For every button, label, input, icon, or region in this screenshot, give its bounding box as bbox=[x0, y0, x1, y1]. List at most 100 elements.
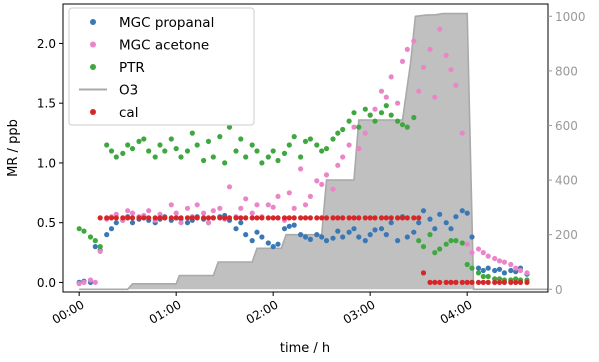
mgc-acetone-point bbox=[205, 220, 212, 226]
mgc-acetone-point bbox=[395, 100, 401, 106]
mgc-acetone-point bbox=[480, 250, 486, 256]
ptr-point bbox=[233, 148, 239, 154]
ptr-point bbox=[383, 103, 389, 109]
cal-point bbox=[378, 215, 385, 221]
o3-line bbox=[79, 12, 548, 291]
mgc-propanal-point bbox=[448, 226, 454, 232]
mgc-acetone-point bbox=[201, 210, 207, 216]
mgc-propanal-point bbox=[459, 208, 465, 214]
mgc-propanal-point bbox=[501, 270, 507, 276]
mgc-acetone-point bbox=[265, 202, 271, 208]
mgc-acetone-point bbox=[210, 208, 216, 214]
ptr-point bbox=[378, 110, 385, 116]
mgc-propanal-point bbox=[254, 229, 260, 235]
legend-label: PTR bbox=[119, 60, 145, 76]
ptr-point bbox=[194, 142, 200, 148]
cal-point bbox=[201, 215, 207, 221]
series-cal bbox=[97, 215, 530, 285]
cal-point bbox=[420, 270, 427, 276]
mgc-propanal-point bbox=[307, 236, 313, 242]
cal-point bbox=[270, 215, 276, 221]
y-tick-label: 0.0 bbox=[37, 276, 56, 290]
mgc-propanal-point bbox=[291, 222, 297, 228]
cal-point bbox=[383, 215, 389, 221]
mgc-acetone-point bbox=[173, 210, 179, 216]
ptr-point bbox=[340, 126, 346, 133]
ptr-point bbox=[259, 160, 265, 166]
mgc-propanal-point bbox=[286, 223, 292, 229]
mgc-acetone-point bbox=[388, 74, 394, 80]
cal-point bbox=[249, 215, 255, 221]
cal-point bbox=[226, 215, 233, 221]
cal-point bbox=[307, 215, 313, 221]
ptr-point bbox=[217, 134, 223, 140]
legend-box bbox=[68, 7, 255, 126]
ptr-point bbox=[395, 118, 401, 124]
cal-point bbox=[404, 215, 410, 221]
mgc-acetone-point bbox=[146, 208, 152, 214]
mgc-propanal-point bbox=[395, 238, 401, 244]
cal-point bbox=[298, 215, 304, 221]
points-layer bbox=[76, 26, 530, 287]
ptr-point bbox=[356, 124, 362, 130]
ptr-point bbox=[125, 142, 131, 148]
mgc-propanal-point bbox=[281, 226, 288, 232]
mgc-acetone-point bbox=[427, 46, 433, 53]
cal-point bbox=[372, 215, 378, 221]
ptr-point bbox=[459, 240, 465, 246]
ptr-point bbox=[427, 232, 433, 238]
ptr-point bbox=[388, 112, 394, 118]
mgc-acetone-point bbox=[496, 258, 503, 264]
cal-point bbox=[395, 215, 401, 221]
mgc-acetone-point bbox=[113, 211, 119, 217]
mgc-propanal-point bbox=[233, 226, 239, 232]
legend-label: MGC propanal bbox=[119, 15, 214, 31]
ptr-point bbox=[399, 122, 406, 128]
cal-point bbox=[314, 215, 320, 221]
cal-point bbox=[238, 215, 244, 221]
mgc-propanal-point bbox=[411, 229, 417, 235]
mgc-propanal-point bbox=[92, 244, 98, 250]
mgc-acetone-point bbox=[319, 181, 325, 187]
mgc-acetone-point bbox=[464, 241, 470, 247]
mgc-propanal-point bbox=[453, 214, 459, 220]
ptr-point bbox=[141, 136, 147, 142]
mgc-acetone-point bbox=[254, 202, 260, 208]
ptr-point bbox=[319, 148, 325, 154]
mgc-acetone-point bbox=[270, 204, 276, 210]
mgc-propanal-point bbox=[432, 226, 438, 232]
cal-point bbox=[508, 279, 514, 285]
ptr-point bbox=[201, 157, 207, 164]
mgc-acetone-point bbox=[125, 208, 131, 214]
ptr-point bbox=[298, 154, 304, 160]
mgc-propanal-point bbox=[475, 265, 482, 271]
mgc-acetone-point bbox=[501, 259, 507, 265]
mgc-propanal-point bbox=[104, 232, 110, 238]
mgc-propanal-point bbox=[129, 220, 136, 226]
mgc-propanal-point bbox=[259, 234, 265, 240]
mgc-propanal-point bbox=[496, 266, 503, 272]
cal-point bbox=[367, 215, 373, 221]
cal-point bbox=[233, 215, 239, 221]
mgc-acetone-point bbox=[469, 250, 475, 256]
cal-point bbox=[152, 215, 158, 221]
mgc-propanal-point bbox=[383, 232, 389, 238]
cal-point bbox=[141, 215, 147, 221]
ptr-point bbox=[249, 142, 255, 148]
cal-point bbox=[173, 215, 179, 221]
y2-tick-label: 1000 bbox=[555, 10, 586, 24]
mgc-acetone-point bbox=[286, 190, 292, 196]
cal-point bbox=[125, 215, 131, 221]
mgc-acetone-point bbox=[178, 220, 184, 226]
ptr-point bbox=[81, 228, 87, 234]
x-tick-label: 01:00 bbox=[147, 297, 184, 326]
legend-label: cal bbox=[119, 105, 138, 121]
mgc-propanal-point bbox=[437, 211, 443, 217]
cal-point bbox=[104, 215, 110, 221]
cal-point bbox=[108, 215, 115, 221]
legend-item-cal: cal bbox=[90, 105, 138, 121]
mgc-propanal-point bbox=[330, 235, 336, 241]
mgc-propanal-point bbox=[346, 229, 352, 235]
cal-point bbox=[335, 215, 341, 221]
